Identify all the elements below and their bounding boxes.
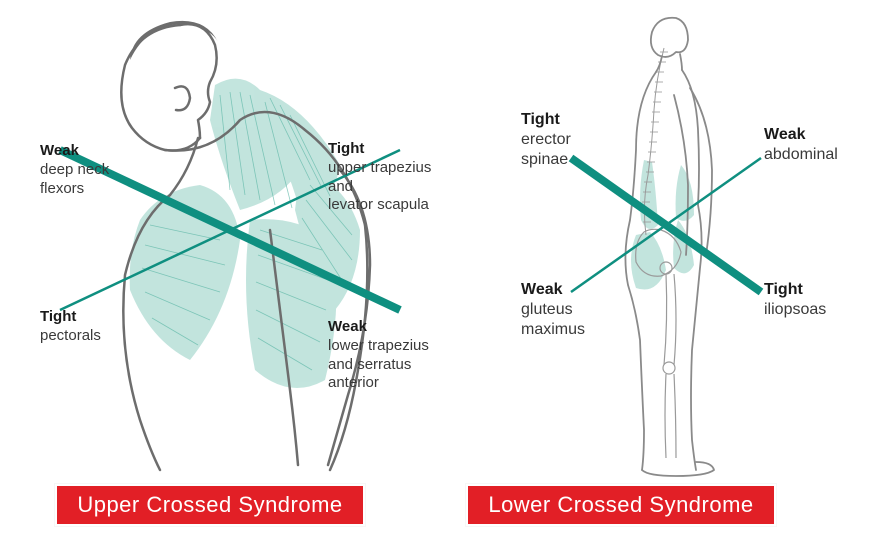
annot-body: iliopsoas [764, 300, 826, 320]
annot-header: Tight [328, 140, 431, 159]
upper-cross-x [0, 0, 436, 548]
lower-crossed-title: Lower Crossed Syndrome [466, 484, 776, 526]
annot-header: Tight [40, 308, 101, 327]
annot-header: Weak [764, 125, 838, 145]
annot-body: erectorspinae [521, 130, 571, 170]
lower-crossed-panel: Tight erectorspinae Weak abdominal Weak … [436, 0, 873, 548]
upper-crossed-title: Upper Crossed Syndrome [55, 484, 365, 526]
annot-body: upper trapeziusandlevator scapula [328, 159, 431, 215]
annot-body: pectorals [40, 327, 101, 346]
upper-crossed-panel: Weak deep neckflexors Tight upper trapez… [0, 0, 436, 548]
annot-header: Weak [328, 318, 429, 337]
annot-tight-pectorals: Tight pectorals [40, 308, 101, 346]
annot-header: Tight [521, 110, 571, 130]
annot-header: Weak [521, 280, 585, 300]
annot-body: lower trapeziusand serratusanterior [328, 337, 429, 393]
annot-weak-abdominal: Weak abdominal [764, 125, 838, 165]
annot-weak-deep-neck-flexors: Weak deep neckflexors [40, 142, 109, 198]
lower-cross-x [436, 0, 873, 548]
annot-tight-iliopsoas: Tight iliopsoas [764, 280, 826, 320]
annot-body: gluteusmaximus [521, 300, 585, 340]
annot-tight-trapezius: Tight upper trapeziusandlevator scapula [328, 140, 431, 215]
title-text: Lower Crossed Syndrome [488, 492, 753, 518]
title-text: Upper Crossed Syndrome [77, 492, 342, 518]
annot-header: Tight [764, 280, 826, 300]
annot-weak-lower-trap: Weak lower trapeziusand serratusanterior [328, 318, 429, 393]
annot-body: deep neckflexors [40, 161, 109, 199]
annot-header: Weak [40, 142, 109, 161]
annot-body: abdominal [764, 145, 838, 165]
annot-weak-gluteus: Weak gluteusmaximus [521, 280, 585, 340]
annot-tight-erector-spinae: Tight erectorspinae [521, 110, 571, 170]
